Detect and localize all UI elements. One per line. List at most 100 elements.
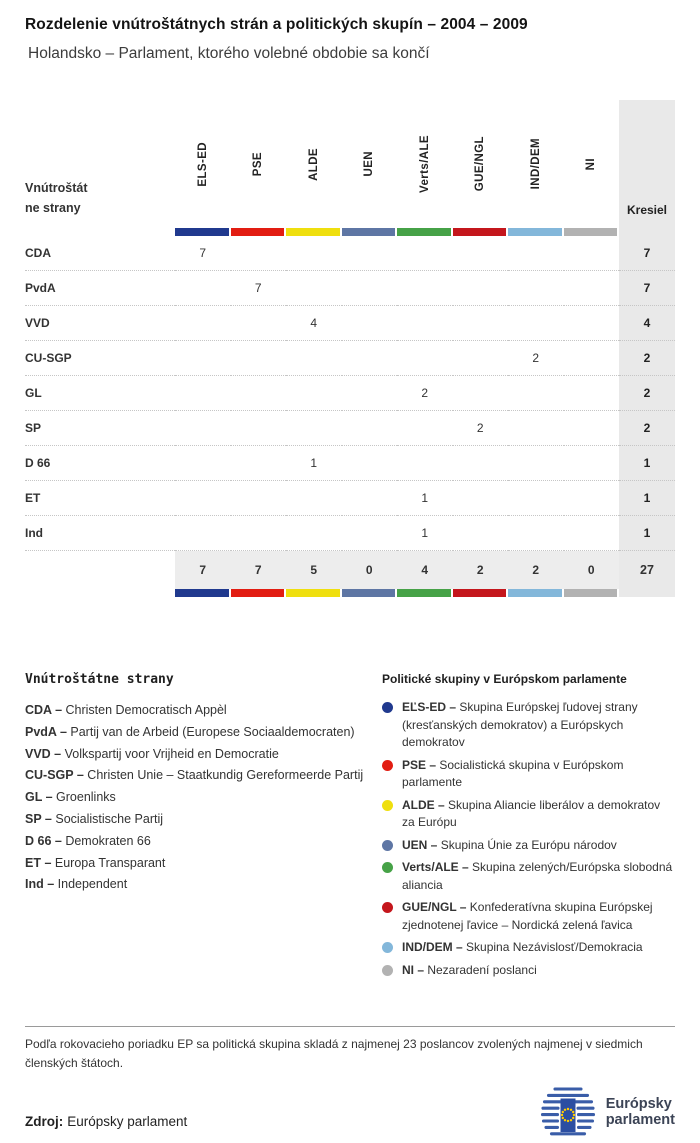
party-label: PvdA: [25, 271, 175, 306]
value-cell: [175, 341, 231, 376]
totals-cell: 7: [230, 551, 286, 589]
value-cell: [230, 376, 286, 411]
party-legend: Vnútroštátne strany CDA – Christen Democ…: [25, 672, 375, 984]
source-label: Zdroj:: [25, 1114, 64, 1129]
value-cell: [452, 306, 508, 341]
group-legend-item: EĽS-ED – Skupina Európskej ľudovej stran…: [382, 699, 675, 752]
value-cell: [563, 481, 619, 516]
seats-cell: 4: [619, 306, 675, 341]
value-cell: [508, 376, 564, 411]
value-cell: 1: [397, 516, 453, 551]
table-row-header: Vnútroštátne strany: [25, 100, 175, 228]
ep-logo-text-line2: parlament: [605, 1112, 675, 1128]
totals-cell: 5: [286, 551, 342, 589]
group-color-bar: [341, 589, 397, 597]
seats-cell: 2: [619, 411, 675, 446]
ep-logo-text-line1: Európsky: [605, 1096, 672, 1112]
column-header: Verts/ALE: [397, 100, 453, 228]
party-legend-item: ET – Europa Transparant: [25, 855, 166, 870]
value-cell: [175, 446, 231, 481]
source-value: Európsky parlament: [67, 1114, 188, 1129]
value-cell: [397, 271, 453, 306]
group-color-bar: [452, 228, 508, 236]
value-cell: [286, 516, 342, 551]
group-color-bar: [508, 228, 564, 236]
party-label: VVD: [25, 306, 175, 341]
value-cell: [341, 481, 397, 516]
group-color-bar: [175, 589, 231, 597]
group-color-bar: [452, 589, 508, 597]
seats-column-fill: [619, 589, 675, 597]
column-header: UEN: [342, 100, 398, 228]
value-cell: 1: [286, 446, 342, 481]
value-cell: [286, 411, 342, 446]
value-cell: [563, 411, 619, 446]
seats-column-fill: [619, 228, 675, 236]
party-label: Ind: [25, 516, 175, 551]
ep-logo-icon: [540, 1087, 595, 1136]
row-header-label: Vnútroštátne strany: [25, 181, 88, 215]
footer: Zdroj: Európsky parlament: [25, 1080, 675, 1138]
value-cell: [286, 481, 342, 516]
group-color-bar: [563, 228, 619, 236]
group-legend-text: GUE/NGL – Konfederatívna skupina Európsk…: [402, 900, 653, 932]
group-color-bar: [230, 228, 286, 236]
group-color-dot: [382, 902, 393, 913]
group-legend-text: PSE – Socialistická skupina v Európskom …: [402, 757, 624, 790]
group-legend-text: ALDE – Skupina Aliancie liberálov a demo…: [402, 797, 661, 830]
group-legend-item: ALDE – Skupina Aliancie liberálov a demo…: [382, 797, 675, 832]
group-legend-item: GUE/NGL – Konfederatívna skupina Európsk…: [382, 899, 675, 934]
value-cell: [508, 306, 564, 341]
value-cell: 2: [452, 411, 508, 446]
column-header: ALDE: [286, 100, 342, 228]
footnote: Podľa rokovacieho poriadku EP sa politic…: [25, 1026, 675, 1073]
value-cell: [508, 516, 564, 551]
value-cell: [563, 306, 619, 341]
value-cell: [286, 341, 342, 376]
value-cell: [563, 271, 619, 306]
value-cell: [341, 236, 397, 271]
value-cell: [286, 271, 342, 306]
group-color-dot: [382, 942, 393, 953]
value-cell: [341, 411, 397, 446]
seats-cell: 2: [619, 376, 675, 411]
value-cell: [397, 446, 453, 481]
value-cell: [175, 516, 231, 551]
party-legend-item: GL – Groenlinks: [25, 790, 116, 805]
value-cell: [175, 271, 231, 306]
group-legend-text: EĽS-ED – Skupina Európskej ľudovej stran…: [402, 700, 638, 749]
value-cell: [397, 341, 453, 376]
party-label: GL: [25, 376, 175, 411]
value-cell: [452, 516, 508, 551]
totals-cell: 4: [397, 551, 453, 589]
value-cell: [230, 516, 286, 551]
group-legend-item: Verts/ALE – Skupina zelených/Európska sl…: [382, 859, 675, 894]
value-cell: [563, 376, 619, 411]
group-color-bar: [286, 228, 342, 236]
group-color-bar: [341, 228, 397, 236]
column-header-label: ELS-ED: [196, 141, 209, 187]
footnote-text: Podľa rokovacieho poriadku EP sa politic…: [25, 1037, 643, 1070]
group-legend-text: NI – Nezaradení poslanci: [402, 962, 537, 977]
group-color-bar: [230, 589, 286, 597]
legends: Vnútroštátne strany CDA – Christen Democ…: [25, 672, 675, 984]
group-color-bar: [286, 589, 342, 597]
party-label: CDA: [25, 236, 175, 271]
group-legend-text: IND/DEM – Skupina Nezávislosť/Demokracia: [402, 940, 643, 954]
value-cell: [508, 411, 564, 446]
value-cell: [341, 341, 397, 376]
value-cell: [563, 446, 619, 481]
column-header-label: ALDE: [307, 147, 320, 181]
value-cell: [286, 376, 342, 411]
totals-cell: 7: [175, 551, 231, 589]
group-color-bar: [175, 228, 231, 236]
value-cell: [452, 236, 508, 271]
group-color-dot: [382, 759, 393, 771]
totals-cell: 0: [341, 551, 397, 589]
value-cell: 7: [230, 271, 286, 306]
seats-cell: 1: [619, 481, 675, 516]
value-cell: [230, 306, 286, 341]
party-legend-item: PvdA – Partij van de Arbeid (Europese So…: [25, 724, 355, 739]
seats-cell: 2: [619, 341, 675, 376]
group-color-dot: [382, 964, 393, 976]
